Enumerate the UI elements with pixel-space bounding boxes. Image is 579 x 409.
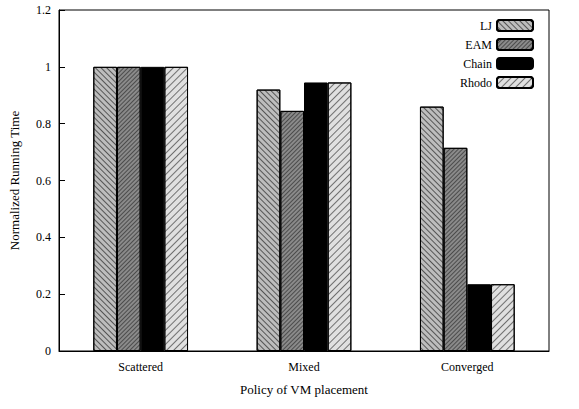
svg-text:Mixed: Mixed <box>288 360 319 374</box>
svg-text:Normalized Running Time: Normalized Running Time <box>7 111 22 251</box>
svg-text:LJ: LJ <box>480 19 492 33</box>
svg-text:EAM: EAM <box>465 38 492 52</box>
svg-text:0.2: 0.2 <box>36 287 51 301</box>
svg-text:Chain: Chain <box>463 57 492 71</box>
svg-text:Rhodo: Rhodo <box>460 76 492 90</box>
svg-text:0.8: 0.8 <box>36 117 51 131</box>
svg-text:0.4: 0.4 <box>36 230 51 244</box>
svg-text:0.6: 0.6 <box>36 174 51 188</box>
svg-text:Policy of VM placement: Policy of VM placement <box>240 382 368 397</box>
svg-text:0: 0 <box>45 344 51 358</box>
svg-text:Scattered: Scattered <box>118 360 163 374</box>
svg-text:1: 1 <box>45 60 51 74</box>
svg-text:Converged: Converged <box>441 360 493 374</box>
svg-text:1.2: 1.2 <box>36 3 51 17</box>
